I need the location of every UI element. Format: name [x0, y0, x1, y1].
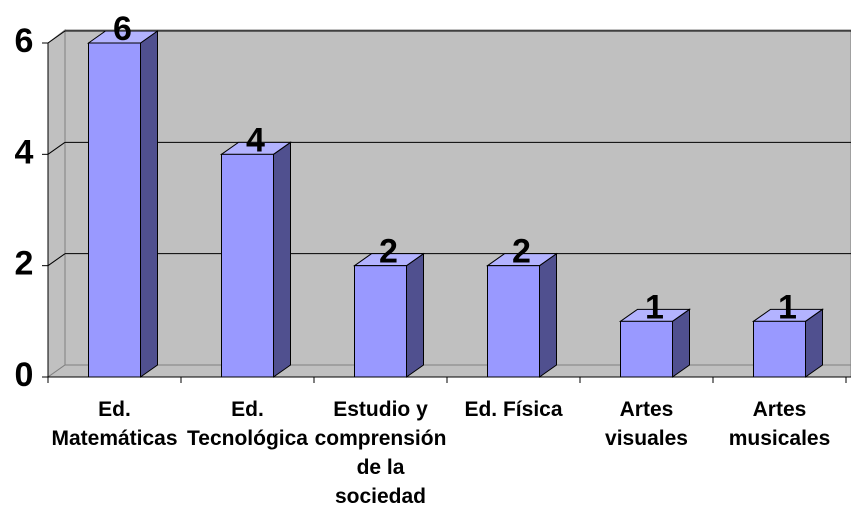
floor	[46, 364, 851, 378]
bar	[88, 42, 141, 378]
data-label: 2	[379, 233, 398, 271]
bar	[221, 153, 274, 378]
bar	[753, 320, 806, 378]
x-tick-label: Estudio y comprensión de la sociedad	[314, 398, 447, 508]
data-label: 1	[645, 288, 664, 326]
grid-line	[47, 141, 66, 155]
grid-line	[47, 253, 66, 267]
data-label: 2	[512, 233, 531, 271]
data-label: 4	[246, 121, 265, 159]
bar-side	[539, 252, 557, 378]
bar-side	[140, 30, 158, 378]
bar	[620, 320, 673, 378]
back-wall	[64, 29, 851, 366]
y-tick-label: 0	[15, 356, 34, 394]
x-tick-label: Ed. Física	[464, 398, 563, 421]
bar-side	[406, 252, 424, 378]
grid-line	[47, 30, 66, 44]
bar	[487, 265, 540, 378]
side-wall	[47, 28, 66, 378]
x-tick-label: Ed. Tecnológica	[187, 398, 308, 450]
bar	[354, 265, 407, 378]
data-label: 6	[113, 10, 132, 48]
y-tick-label: 6	[15, 22, 34, 60]
y-tick-label: 2	[15, 245, 34, 283]
bar-side	[273, 141, 291, 378]
data-label: 1	[778, 288, 797, 326]
x-tick-label: Ed. Matemáticas	[51, 398, 178, 450]
x-tick-label: Artes visuales	[605, 398, 688, 450]
x-tick-label: Artes musicales	[728, 398, 831, 450]
y-tick-label: 4	[15, 133, 34, 171]
